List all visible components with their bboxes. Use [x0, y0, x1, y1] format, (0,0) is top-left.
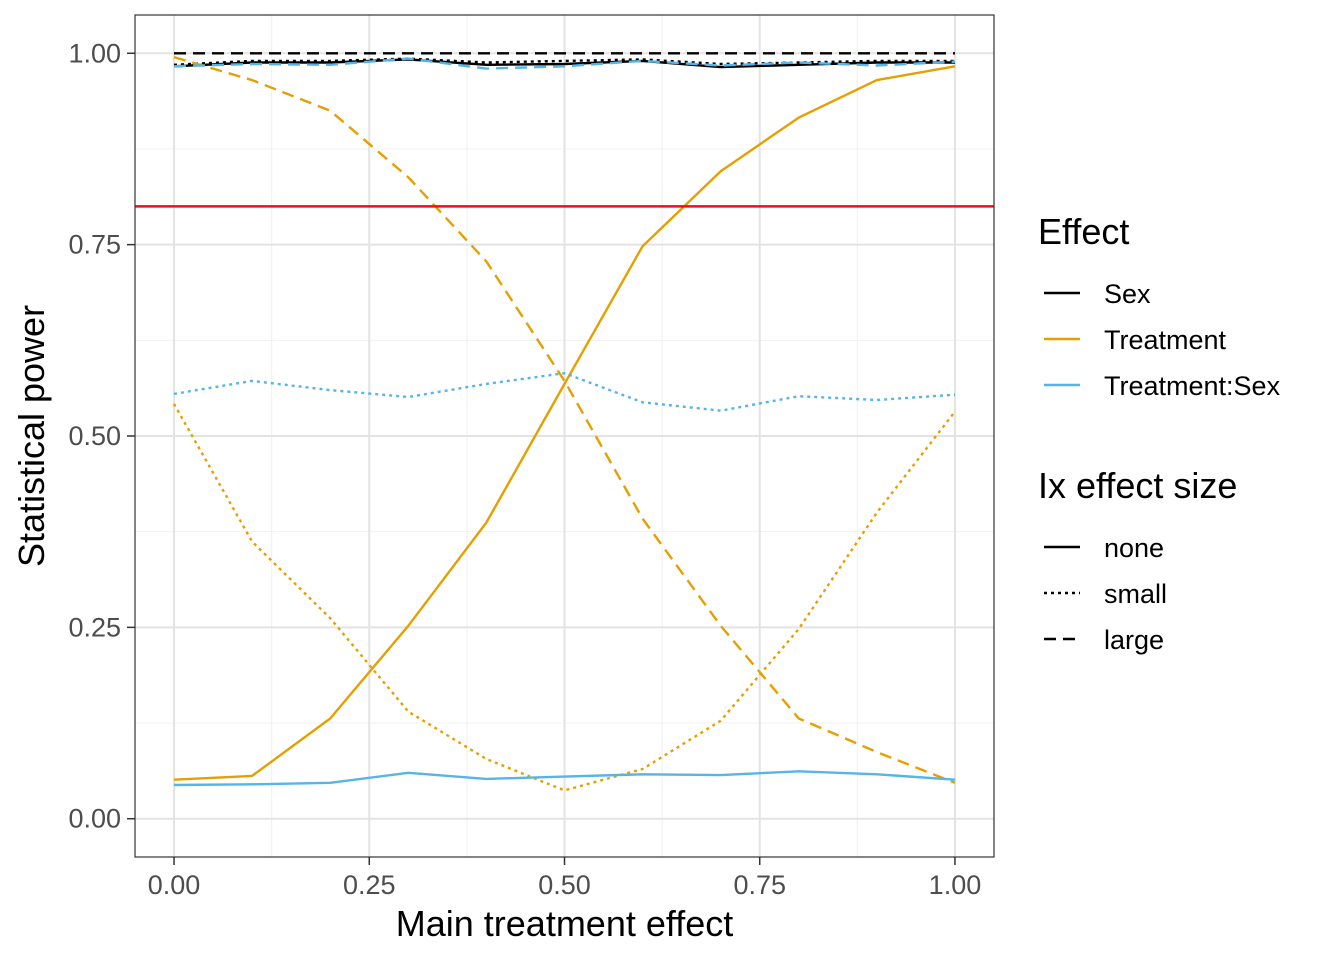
x-tick-label: 0.50	[538, 870, 591, 900]
series-line-treatment-sex-none	[173, 770, 956, 787]
y-tick-label: 0.50	[68, 421, 121, 451]
y-tick-label: 0.25	[68, 612, 121, 642]
x-axis-label: Main treatment effect	[396, 903, 734, 944]
legend-group: Effect Sex Treatment Treatment:Sex	[1038, 211, 1281, 401]
series-line-treatment-none	[173, 65, 956, 781]
y-axis: 0.00 0.25 0.50 0.75 1.00	[68, 38, 135, 834]
series-line-treatment-large	[173, 55, 956, 784]
x-tick-label: 0.25	[343, 870, 396, 900]
legend-label: Treatment:Sex	[1104, 371, 1281, 401]
series-line-treatment-sex-small	[173, 372, 956, 412]
series-line-treatment-small	[172, 403, 956, 792]
legend-title: Effect	[1038, 211, 1129, 252]
series-layer	[172, 52, 956, 792]
x-tick-label: 1.00	[929, 870, 982, 900]
x-tick-label: 0.75	[733, 870, 786, 900]
series-line-treatment-sex-large	[173, 57, 956, 70]
x-tick-label: 0.00	[148, 870, 201, 900]
legend-label: Treatment	[1104, 325, 1227, 355]
legend-label: Sex	[1104, 279, 1151, 309]
y-tick-label: 1.00	[68, 38, 121, 68]
x-axis: 0.00 0.25 0.50 0.75 1.00	[148, 857, 981, 900]
legend: Effect Sex Treatment Treatment:Sex Ix effect…	[1038, 211, 1281, 655]
y-tick-label: 0.00	[68, 804, 121, 834]
legend-label: none	[1104, 533, 1164, 563]
legend-label: large	[1104, 625, 1164, 655]
legend-title: Ix effect size	[1038, 465, 1237, 506]
legend-group: Ix effect size none small large	[1038, 465, 1237, 655]
y-axis-label: Statistical power	[11, 305, 52, 567]
y-tick-label: 0.75	[68, 230, 121, 260]
series-line-sex-small	[173, 57, 955, 66]
legend-label: small	[1104, 579, 1167, 609]
